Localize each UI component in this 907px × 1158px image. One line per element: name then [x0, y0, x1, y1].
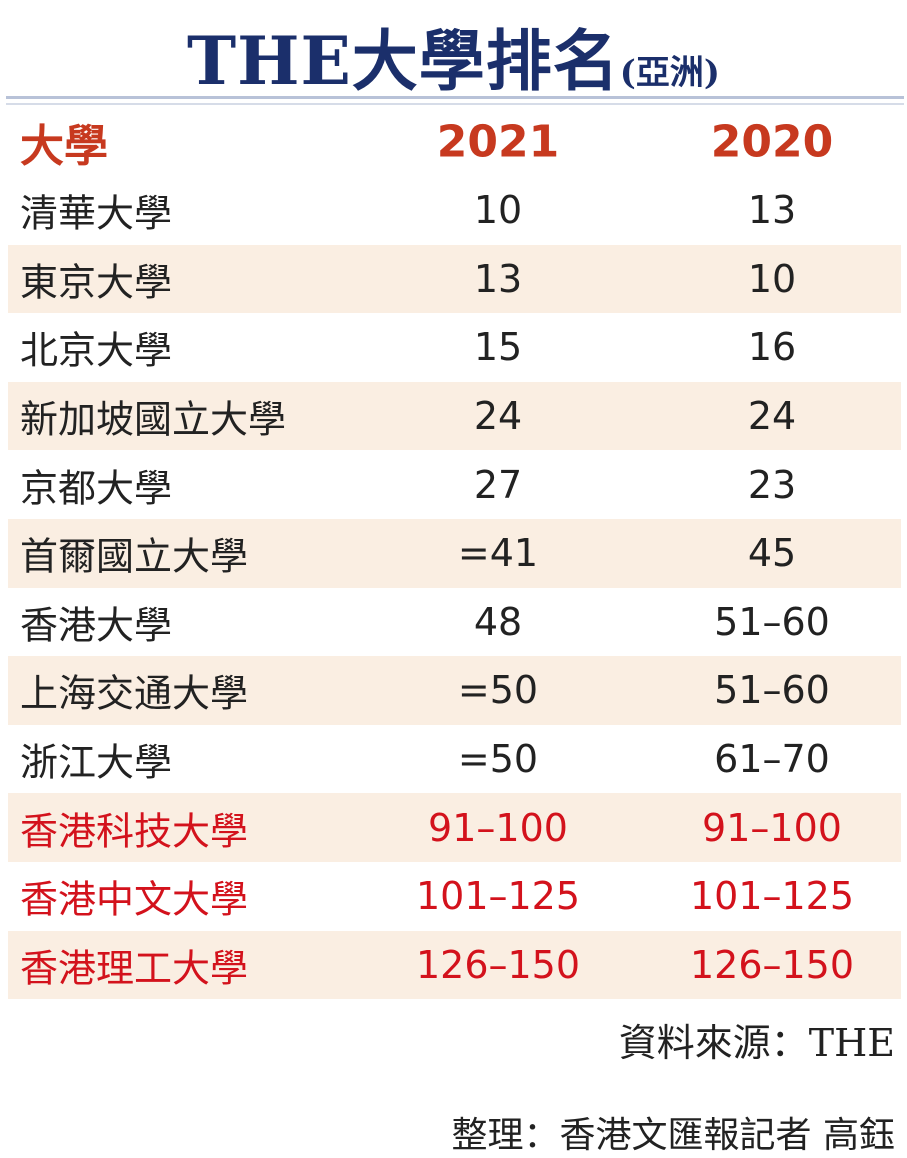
rank-cell: 101–125	[415, 874, 581, 919]
university-cell: 上海交通大學	[20, 671, 249, 716]
ranking-table: 大學 2021 2020 清華大學 10 13 東京大學 13 10 北京大學 15 16 新加坡國立大…	[8, 108, 901, 1000]
rank-cell: 13	[747, 188, 797, 233]
table-row: 清華大學 10 13	[8, 176, 901, 245]
table-row: 香港大學 48 51–60	[8, 588, 901, 657]
rank-cell: 15	[473, 325, 523, 370]
rank-cell: 27	[473, 462, 523, 507]
university-cell: 香港中文大學	[20, 877, 249, 922]
column-header: 2021	[436, 116, 560, 168]
rank-cell: 51–60	[714, 599, 830, 644]
rank-cell: 51–60	[714, 668, 830, 713]
university-cell: 香港科技大學	[20, 809, 249, 854]
table-row: 新加坡國立大學 24 24	[8, 381, 901, 451]
university-cell: 首爾國立大學	[20, 534, 249, 579]
rank-cell: =41	[457, 531, 539, 576]
column-header: 2020	[710, 116, 834, 168]
university-cell: 北京大學	[20, 328, 173, 373]
table-row: 北京大學 15 16	[8, 313, 901, 382]
rank-cell: 16	[747, 325, 797, 370]
table-row: 香港科技大學 91–100 91–100	[8, 793, 901, 862]
rank-cell: 10	[473, 188, 523, 233]
rank-cell: 10	[747, 256, 797, 301]
title: THE大學排名(亞洲)	[0, 8, 907, 104]
title-main: THE大學排名	[187, 22, 620, 100]
rank-cell: 24	[473, 394, 523, 439]
university-cell: 清華大學	[20, 191, 173, 236]
credit: 整理：香港文匯報記者 高鈺	[451, 1115, 895, 1156]
university-cell: 香港理工大學	[20, 946, 249, 991]
title-sub: (亞洲)	[619, 53, 720, 93]
table-row: 上海交通大學 =50 51–60	[8, 656, 901, 725]
university-cell: 香港大學	[20, 603, 173, 648]
university-cell: 浙江大學	[20, 740, 173, 785]
source: 資料來源：THE	[618, 1021, 895, 1065]
table-row: 浙江大學 =50 61–70	[8, 725, 901, 794]
title-rule	[6, 96, 904, 105]
rank-cell: 23	[747, 462, 797, 507]
rank-cell: =50	[457, 737, 539, 782]
rank-cell: 126–150	[689, 942, 855, 987]
rank-cell: 91–100	[428, 805, 568, 850]
table-row: 香港中文大學 101–125 101–125	[8, 862, 901, 931]
university-cell: 京都大學	[20, 466, 173, 511]
rank-cell: 48	[473, 599, 523, 644]
rank-cell: 91–100	[702, 805, 842, 850]
table-row: 香港理工大學 126–150 126–150	[8, 930, 901, 1000]
rank-cell: =50	[457, 668, 539, 713]
table-row: 首爾國立大學 =41 45	[8, 518, 901, 588]
rank-cell: 45	[747, 531, 797, 576]
rank-cell: 61–70	[714, 737, 830, 782]
table-row: 京都大學 27 23	[8, 450, 901, 519]
rank-cell: 126–150	[415, 942, 581, 987]
column-header: 大學	[20, 121, 108, 172]
table-row: 東京大學 13 10	[8, 244, 901, 314]
rank-cell: 24	[747, 394, 797, 439]
rank-cell: 101–125	[689, 874, 855, 919]
header-row: 大學 2021 2020	[8, 108, 901, 176]
rank-cell: 13	[473, 256, 523, 301]
university-cell: 東京大學	[20, 260, 173, 305]
university-cell: 新加坡國立大學	[20, 397, 287, 442]
